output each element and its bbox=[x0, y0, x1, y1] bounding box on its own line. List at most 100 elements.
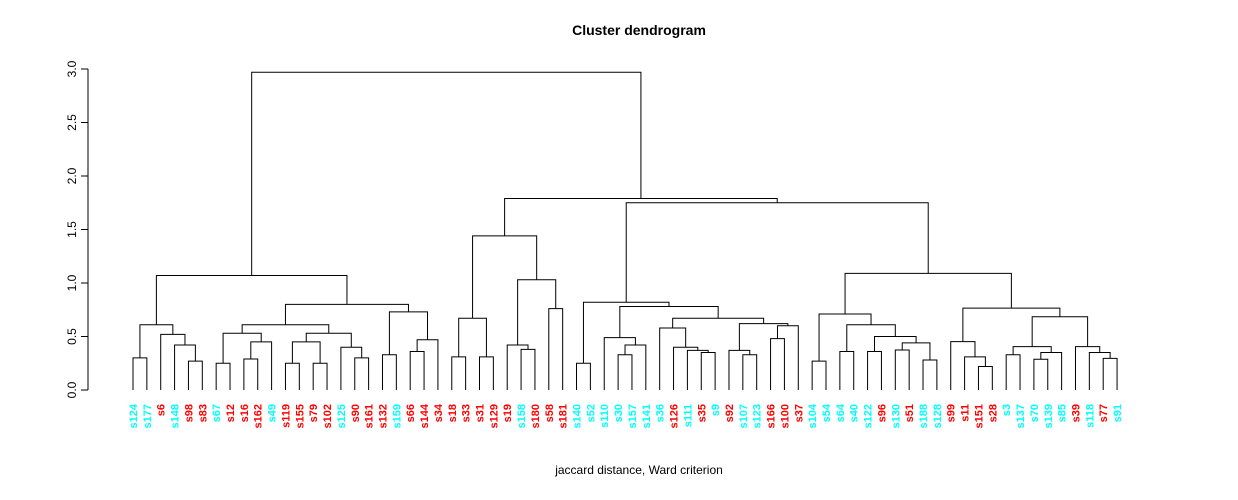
leaf-label: s139 bbox=[1043, 404, 1055, 428]
dendrogram-link bbox=[340, 346, 363, 390]
x-axis-label: jaccard distance, Ward criterion bbox=[555, 463, 723, 477]
leaf-label: s111 bbox=[682, 404, 694, 427]
leaf-label: s122 bbox=[863, 404, 875, 428]
dendrogram-link bbox=[964, 356, 986, 390]
dendrogram-link bbox=[416, 339, 439, 390]
leaf-label: s151 bbox=[973, 404, 985, 428]
leaf-label: s77 bbox=[1098, 404, 1110, 422]
leaf-label: s18 bbox=[447, 404, 459, 422]
leaf-label: s30 bbox=[613, 404, 625, 422]
leaf-label: s180 bbox=[530, 404, 542, 428]
leaf-label: s90 bbox=[350, 404, 362, 422]
leaf-label: s157 bbox=[627, 404, 639, 428]
dendrogram-link bbox=[517, 279, 557, 346]
leaf-label: s148 bbox=[170, 404, 182, 428]
leaf-label: s58 bbox=[544, 404, 556, 422]
leaf-label: s99 bbox=[946, 404, 958, 422]
leaf-label: s51 bbox=[904, 404, 916, 422]
leaf-label: s96 bbox=[876, 404, 888, 422]
leaf-label: s158 bbox=[516, 404, 528, 428]
leaf-label: s34 bbox=[433, 403, 445, 422]
dendrogram-link bbox=[479, 356, 494, 390]
dendrogram-link bbox=[839, 350, 855, 390]
dendrogram-link bbox=[520, 348, 536, 390]
leaf-label: s137 bbox=[1015, 404, 1027, 428]
dendrogram-link bbox=[776, 325, 799, 390]
dendrogram-link bbox=[742, 354, 758, 390]
dendrogram-link bbox=[291, 341, 321, 364]
dendrogram-link bbox=[673, 346, 699, 390]
dendrogram-link bbox=[867, 350, 882, 390]
leaf-label: s162 bbox=[253, 404, 265, 428]
y-tick-label: 1.5 bbox=[65, 221, 79, 238]
dendrogram-link bbox=[672, 317, 765, 328]
dendrogram-link bbox=[922, 359, 938, 390]
dendrogram-link bbox=[305, 332, 352, 348]
leaf-label: s79 bbox=[308, 404, 320, 422]
y-tick-label: 1.0 bbox=[65, 274, 79, 291]
leaf-label: s119 bbox=[280, 404, 292, 428]
leaf-label: s132 bbox=[377, 404, 389, 428]
dendrogram-link bbox=[174, 344, 196, 390]
y-tick-label: 2.5 bbox=[65, 114, 79, 131]
dendrogram-link bbox=[617, 354, 633, 390]
dendrogram-link bbox=[312, 362, 328, 390]
dendrogram-link bbox=[354, 357, 370, 390]
leaf-label: s39 bbox=[1070, 404, 1082, 422]
leaf-label: s85 bbox=[1057, 404, 1069, 422]
dendrogram-link bbox=[250, 341, 273, 390]
leaf-label: s31 bbox=[475, 404, 487, 422]
dendrogram-link bbox=[139, 324, 174, 358]
y-tick-label: 0.0 bbox=[65, 381, 79, 398]
leaf-label: s52 bbox=[585, 404, 597, 422]
leaf-label: s36 bbox=[655, 404, 667, 422]
dendrogram-link bbox=[1031, 316, 1089, 347]
leaf-label: s177 bbox=[142, 404, 154, 428]
leaf-label: s54 bbox=[821, 403, 833, 422]
leaf-label: s40 bbox=[849, 404, 861, 422]
dendrogram-link bbox=[155, 275, 348, 325]
dendrogram-link bbox=[624, 344, 647, 390]
dendrogram-link bbox=[241, 324, 330, 334]
leaf-label: s104 bbox=[807, 403, 819, 428]
dendrogram-link bbox=[504, 197, 778, 236]
leaf-label: s141 bbox=[641, 404, 653, 428]
dendrogram-link bbox=[284, 303, 409, 325]
leaf-label: s100 bbox=[779, 404, 791, 428]
dendrogram-link bbox=[686, 349, 709, 390]
dendrogram-link bbox=[818, 313, 872, 362]
dendrogram-link bbox=[770, 338, 785, 390]
dendrogram-link bbox=[1012, 346, 1052, 355]
leaf-label: s98 bbox=[183, 404, 195, 422]
leaf-label: s92 bbox=[724, 404, 736, 422]
dendrogram-link bbox=[894, 349, 910, 390]
dendrogram-link bbox=[874, 336, 917, 352]
leaf-label: s166 bbox=[766, 404, 778, 428]
leaf-label: s126 bbox=[669, 404, 681, 428]
leaf-label: s159 bbox=[391, 404, 403, 428]
dendrogram-link bbox=[728, 349, 751, 390]
dendrogram-link bbox=[846, 324, 896, 352]
leaf-label: s181 bbox=[558, 404, 570, 428]
y-tick-label: 0.5 bbox=[65, 328, 79, 345]
leaf-label: s16 bbox=[239, 404, 251, 422]
leaf-label: s124 bbox=[128, 403, 140, 428]
dendrogram-link bbox=[625, 202, 929, 303]
dendrogram-link bbox=[977, 365, 993, 390]
dendrogram-link bbox=[659, 327, 687, 390]
leaf-label: s11 bbox=[960, 404, 972, 422]
dendrogram-link bbox=[1033, 358, 1049, 390]
dendrogram-link bbox=[243, 358, 259, 390]
leaf-label: s28 bbox=[987, 404, 999, 422]
dendrogram-link bbox=[576, 362, 591, 390]
y-tick-label: 3.0 bbox=[65, 60, 79, 77]
dendrogram-link bbox=[251, 71, 642, 276]
leaf-label: s37 bbox=[793, 404, 805, 422]
leaf-label: s110 bbox=[599, 404, 611, 428]
leaf-label: s144 bbox=[419, 403, 431, 428]
leaf-label: s83 bbox=[197, 404, 209, 422]
dendrogram-link bbox=[284, 362, 300, 390]
leaf-label: s118 bbox=[1084, 404, 1096, 428]
